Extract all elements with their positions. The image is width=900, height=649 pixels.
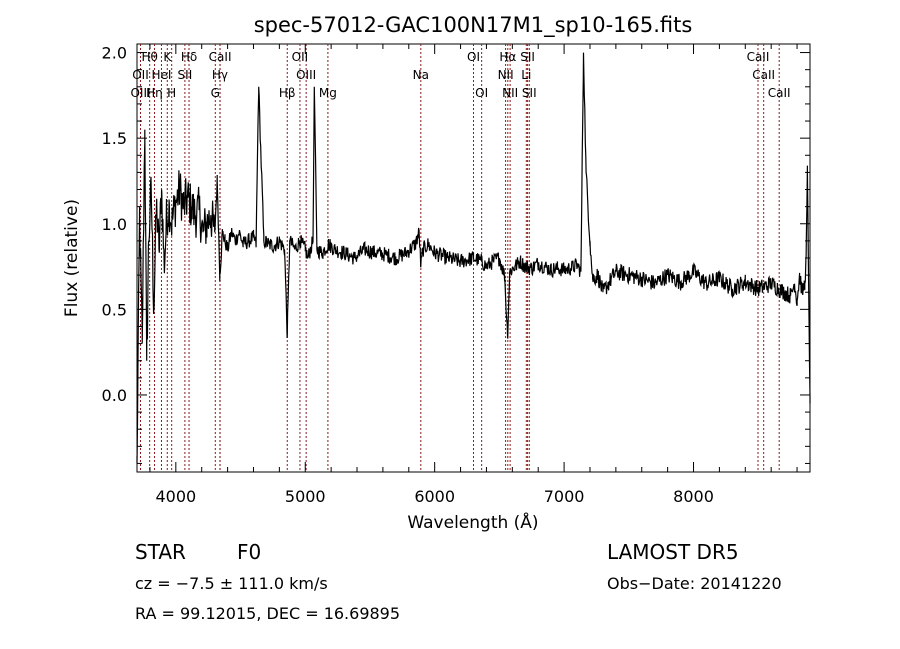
line-marker-label: OI (467, 50, 480, 64)
x-tick-label: 8000 (673, 487, 714, 506)
line-marker-label: K (163, 50, 172, 64)
line-marker-label: SII (520, 50, 535, 64)
line-marker-label: CaII (209, 50, 232, 64)
line-marker-label: SII (522, 86, 537, 100)
x-tick-label: 6000 (414, 487, 455, 506)
chart-title: spec-57012-GAC100N17M1_sp10-165.fits (254, 13, 693, 38)
line-marker-label: Na (413, 68, 429, 82)
line-marker-label: Mg (319, 86, 337, 100)
x-axis-ticks: 4000 5000 6000 7000 8000 (149, 44, 798, 506)
line-marker-label: OII (132, 68, 149, 82)
ra-dec: RA = 99.12015, DEC = 16.69895 (135, 604, 401, 623)
obs-date: Obs−Date: 20141220 (607, 574, 782, 593)
y-axis-label: Flux (relative) (62, 199, 82, 317)
line-markers (139, 44, 780, 472)
line-marker-label: CaII (752, 68, 775, 82)
line-marker-label: Hη (146, 86, 163, 100)
line-marker-label: CaII (747, 50, 770, 64)
line-marker-label: HeI (151, 68, 171, 82)
x-tick-label: 7000 (544, 487, 585, 506)
x-tick-label: 5000 (285, 487, 326, 506)
line-marker-label: OIII (130, 86, 150, 100)
x-tick-label: 4000 (155, 487, 196, 506)
object-subclass: F0 (237, 540, 262, 564)
line-marker-label: Hγ (212, 68, 228, 82)
spectrum-line (136, 52, 811, 464)
line-marker-label: G (211, 86, 220, 100)
y-tick-label: 0.5 (102, 300, 127, 319)
line-marker-label: Hβ (279, 86, 296, 100)
line-marker-label: SII (178, 68, 193, 82)
line-marker-label: Hα (499, 50, 516, 64)
y-axis-ticks: 0.0 0.5 1.0 1.5 2.0 (102, 44, 810, 464)
line-marker-label: OII (292, 50, 309, 64)
line-marker-label: Li (521, 68, 531, 82)
line-marker-label: NII (502, 86, 518, 100)
y-tick-label: 1.5 (102, 129, 127, 148)
redshift-cz: cz = −7.5 ± 111.0 km/s (135, 574, 328, 593)
y-tick-label: 1.0 (102, 215, 127, 234)
line-marker-label: NII (498, 68, 514, 82)
line-marker-label: Hθ (141, 50, 157, 64)
x-axis-label: Wavelength (Å) (407, 511, 538, 533)
object-class: STAR (135, 540, 186, 564)
line-marker-label: CaII (768, 86, 791, 100)
survey-name: LAMOST DR5 (607, 540, 739, 564)
line-marker-label: Hδ (181, 50, 197, 64)
y-tick-label: 0.0 (102, 386, 127, 405)
line-marker-label: H (167, 86, 176, 100)
y-tick-label: 2.0 (102, 44, 127, 63)
line-marker-label: OI (475, 86, 488, 100)
line-marker-label: OIII (296, 68, 316, 82)
